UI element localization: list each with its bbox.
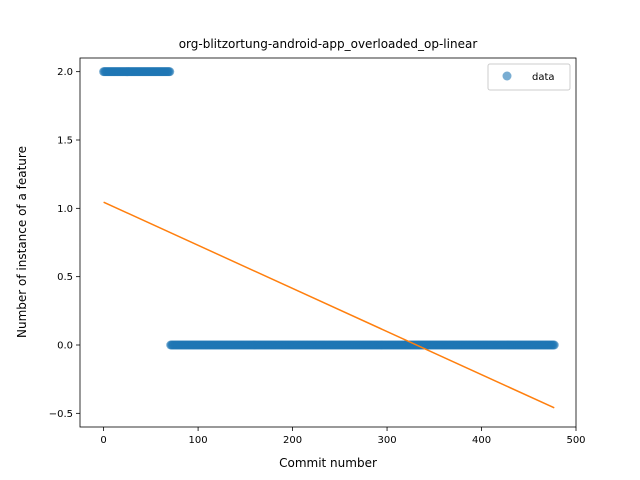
data-point — [165, 67, 175, 77]
y-ticks: −0.5 0.0 0.5 1.0 1.5 2.0 — [49, 67, 80, 420]
legend-label-data: data — [532, 72, 555, 83]
y-tick-label: 1.0 — [57, 204, 73, 215]
y-tick-label: 2.0 — [57, 67, 73, 78]
x-tick-label: 100 — [189, 435, 208, 446]
chart-title: org-blitzortung-android-app_overloaded_o… — [179, 37, 478, 51]
plot-frame — [79, 57, 577, 428]
fit-line — [103, 201, 555, 409]
y-tick-label: 0.0 — [57, 341, 73, 352]
x-tick-label: 0 — [100, 435, 106, 446]
data-point — [549, 340, 559, 350]
legend: data — [487, 63, 571, 91]
y-axis-label: Number of instance of a feature — [15, 146, 29, 338]
data-points — [99, 67, 559, 350]
plot-background — [80, 58, 576, 427]
x-tick-label: 400 — [472, 435, 491, 446]
x-axis-label: Commit number — [279, 456, 377, 470]
y-tick-label: 1.5 — [57, 136, 73, 147]
x-tick-label: 500 — [566, 435, 585, 446]
x-tick-label: 200 — [283, 435, 302, 446]
y-tick-label: −0.5 — [49, 409, 73, 420]
x-ticks: 0 100 200 300 400 500 — [100, 427, 586, 446]
legend-box — [487, 63, 571, 91]
legend-marker-data — [502, 71, 512, 81]
x-tick-label: 300 — [378, 435, 397, 446]
fit-line-layer — [103, 201, 555, 409]
y-tick-label: 0.5 — [57, 272, 73, 283]
